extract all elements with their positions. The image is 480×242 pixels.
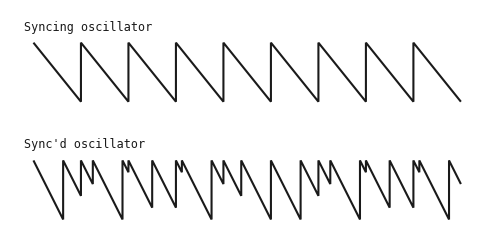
Text: Sync'd oscillator: Sync'd oscillator: [24, 138, 145, 151]
Text: Syncing oscillator: Syncing oscillator: [24, 21, 152, 34]
